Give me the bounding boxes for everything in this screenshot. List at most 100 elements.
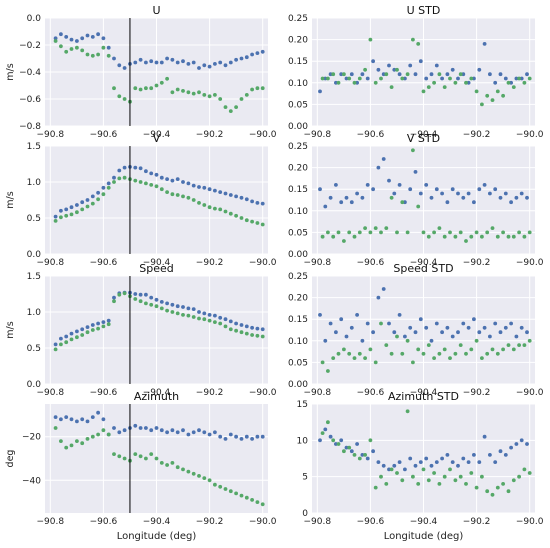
data-point bbox=[197, 428, 201, 433]
data-point bbox=[458, 474, 463, 479]
x-tick-label: −90.0 bbox=[249, 388, 277, 398]
data-point bbox=[117, 168, 122, 173]
data-point bbox=[181, 305, 185, 309]
data-point bbox=[517, 343, 521, 347]
data-point bbox=[349, 449, 354, 454]
data-point bbox=[255, 51, 260, 55]
y-tick-label: 0.15 bbox=[288, 315, 308, 325]
data-point bbox=[260, 86, 265, 91]
data-point bbox=[448, 230, 452, 235]
data-point bbox=[403, 200, 407, 205]
data-point bbox=[85, 437, 90, 441]
y-tick-label: 1.0 bbox=[27, 178, 42, 188]
data-point bbox=[397, 313, 402, 317]
data-point bbox=[464, 80, 468, 85]
data-point bbox=[373, 226, 378, 231]
y-tick-label: 0.15 bbox=[288, 57, 308, 67]
data-point bbox=[101, 45, 106, 50]
data-point bbox=[416, 204, 421, 209]
data-point bbox=[389, 467, 394, 472]
data-point bbox=[80, 327, 85, 332]
data-point bbox=[469, 347, 474, 352]
data-point bbox=[437, 226, 442, 231]
data-point bbox=[376, 165, 381, 170]
data-point bbox=[96, 197, 100, 202]
data-point bbox=[490, 226, 495, 231]
data-point bbox=[154, 297, 159, 302]
x-tick-label: −90.0 bbox=[249, 258, 277, 268]
panel-1: 0.00 0.05 0.10 0.15 0.20 0.25 −90.8 −90.6 −90.4 −… bbox=[288, 4, 544, 140]
data-point bbox=[90, 194, 95, 199]
data-point bbox=[426, 343, 431, 347]
data-point bbox=[85, 325, 90, 329]
y-tick-label: 0.25 bbox=[288, 142, 308, 152]
data-point bbox=[207, 432, 212, 437]
data-point bbox=[429, 463, 434, 468]
panel-5: 0.00 0.05 0.10 0.15 0.20 0.25 −90.8 −90.6 −90.4 −… bbox=[288, 262, 544, 398]
data-point bbox=[149, 59, 154, 64]
data-point bbox=[450, 187, 455, 192]
data-point bbox=[133, 292, 138, 296]
data-point bbox=[485, 351, 490, 356]
data-point bbox=[175, 311, 180, 316]
data-point bbox=[133, 165, 138, 170]
data-point bbox=[328, 434, 333, 439]
data-point bbox=[149, 428, 154, 433]
data-point bbox=[371, 449, 375, 454]
data-point bbox=[376, 67, 381, 72]
data-point bbox=[448, 467, 452, 472]
data-point bbox=[426, 478, 431, 483]
data-point bbox=[191, 198, 196, 202]
data-point bbox=[144, 181, 148, 186]
data-point bbox=[411, 148, 415, 153]
data-point bbox=[244, 93, 249, 97]
data-point bbox=[144, 86, 148, 91]
data-point bbox=[474, 338, 479, 343]
data-point bbox=[75, 39, 79, 43]
data-point bbox=[352, 356, 357, 360]
data-point bbox=[90, 328, 95, 332]
y-tick-label: 0.00 bbox=[288, 122, 308, 132]
data-point bbox=[69, 337, 74, 342]
data-point bbox=[493, 460, 498, 464]
data-point bbox=[355, 442, 359, 446]
data-point bbox=[53, 347, 58, 352]
data-point bbox=[64, 207, 69, 212]
data-point bbox=[202, 311, 207, 316]
data-point bbox=[112, 86, 116, 91]
data-point bbox=[117, 454, 122, 459]
data-point bbox=[405, 409, 410, 414]
y-tick-label: −0.2 bbox=[19, 41, 41, 51]
data-point bbox=[213, 62, 217, 66]
data-point bbox=[228, 60, 233, 65]
data-point bbox=[498, 72, 503, 77]
x-tick-label: −90.0 bbox=[249, 130, 277, 140]
data-point bbox=[381, 72, 386, 77]
data-point bbox=[154, 60, 159, 65]
data-point bbox=[234, 491, 239, 496]
data-point bbox=[517, 474, 521, 479]
x-tick-label: −90.6 bbox=[90, 130, 118, 140]
x-tick-label: −90.4 bbox=[143, 517, 171, 527]
data-point bbox=[255, 434, 260, 439]
data-point bbox=[352, 234, 357, 239]
data-point bbox=[53, 219, 58, 223]
data-point bbox=[186, 181, 191, 186]
data-point bbox=[75, 203, 79, 207]
data-point bbox=[255, 201, 260, 205]
x-tick-label: −90.4 bbox=[143, 388, 171, 398]
data-point bbox=[357, 76, 362, 81]
data-point bbox=[218, 321, 223, 326]
panel-4: 0.0 0.5 1.0 1.5 −90.8 −90.6 −90.4 −90.2 −90.0 Spe… bbox=[5, 262, 277, 398]
data-point bbox=[371, 187, 375, 192]
data-point bbox=[482, 325, 487, 330]
y-tick-label: 0.0 bbox=[27, 380, 42, 390]
data-point bbox=[450, 67, 455, 72]
x-tick-label: −90.8 bbox=[37, 130, 65, 140]
data-point bbox=[318, 187, 322, 192]
data-point bbox=[411, 360, 415, 365]
data-point bbox=[112, 452, 116, 456]
data-point bbox=[360, 195, 365, 200]
data-point bbox=[154, 184, 159, 189]
data-point bbox=[197, 90, 201, 95]
